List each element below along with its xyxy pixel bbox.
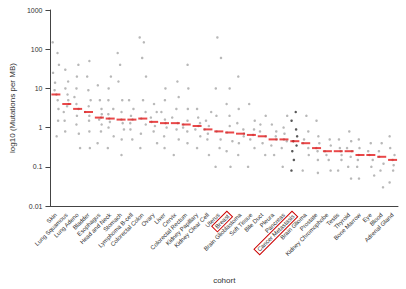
svg-text:Bone Marrow: Bone Marrow — [333, 211, 363, 241]
svg-text:Brain Glioblastoma: Brain Glioblastoma — [202, 211, 243, 252]
svg-text:Soft Tissue: Soft Tissue — [228, 211, 254, 238]
svg-text:Blood: Blood — [368, 211, 384, 227]
svg-text:Eye: Eye — [361, 211, 373, 224]
svg-text:Pleura: Pleura — [258, 211, 276, 229]
svg-text:Thyroid: Thyroid — [332, 211, 352, 231]
svg-text:Kidney Papillary: Kidney Papillary — [164, 211, 200, 247]
svg-text:Brain Glioma: Brain Glioma — [279, 211, 308, 241]
svg-text:100: 100 — [31, 46, 43, 53]
svg-text:0.01: 0.01 — [29, 203, 43, 210]
svg-text:Cervix: Cervix — [161, 211, 178, 229]
svg-text:Pancreas: Pancreas — [264, 211, 287, 234]
svg-text:Bladder: Bladder — [71, 211, 91, 231]
svg-text:Cancer Metastasis: Cancer Metastasis — [256, 213, 296, 253]
svg-text:Liver: Liver — [153, 211, 167, 226]
svg-text:1: 1 — [39, 124, 43, 131]
svg-text:Uterus: Uterus — [204, 211, 221, 229]
svg-text:10: 10 — [35, 85, 43, 92]
svg-text:0.1: 0.1 — [33, 163, 43, 170]
svg-text:Esophagus: Esophagus — [76, 211, 102, 238]
svg-text:Prostate: Prostate — [298, 211, 319, 232]
svg-text:Breast: Breast — [213, 213, 231, 230]
svg-text:log10 (Mutations per MB): log10 (Mutations per MB) — [8, 63, 17, 153]
svg-text:Colorectal Colon: Colorectal Colon — [109, 212, 145, 248]
svg-text:Kidney Chromophobe: Kidney Chromophobe — [284, 211, 330, 257]
svg-text:Adrenal Gland: Adrenal Gland — [363, 212, 394, 243]
svg-text:1000: 1000 — [27, 7, 43, 14]
svg-text:Head and Neck: Head and Neck — [78, 211, 113, 246]
svg-text:Kidney Clear Cell: Kidney Clear Cell — [173, 212, 210, 249]
svg-text:Testis: Testis — [325, 211, 341, 227]
svg-text:Lymphoma B-cell: Lymphoma B-cell — [97, 211, 134, 249]
svg-text:Bile Duct: Bile Duct — [243, 211, 265, 234]
svg-text:Lung Squamous: Lung Squamous — [33, 211, 69, 247]
svg-text:Lung Adeno: Lung Adeno — [52, 211, 80, 239]
svg-text:Colorectal Rectum: Colorectal Rectum — [149, 211, 189, 251]
svg-text:Ovary: Ovary — [140, 211, 156, 228]
svg-text:cohort: cohort — [213, 276, 236, 285]
svg-text:Skin: Skin — [45, 211, 58, 225]
svg-text:Stomach: Stomach — [102, 211, 124, 233]
